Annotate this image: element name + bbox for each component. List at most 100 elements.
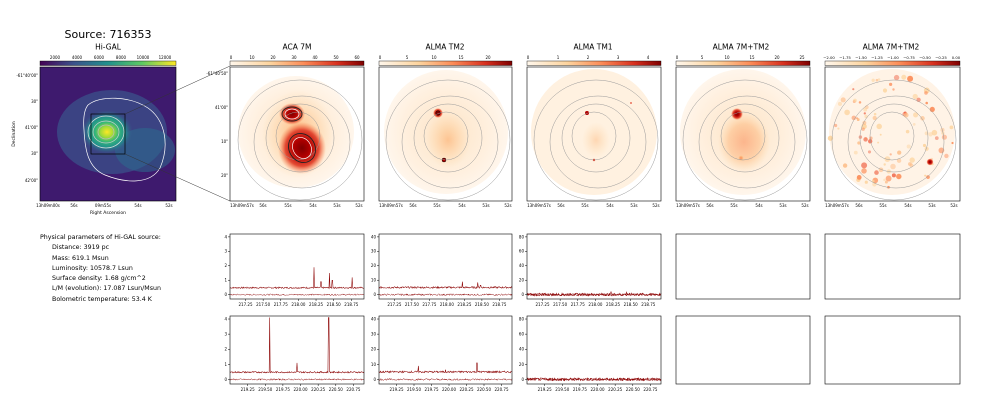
noise-blob [924, 174, 927, 177]
spectrum-xtick-label: 217.50 [256, 302, 270, 307]
higal-ytick: 41'00" [25, 125, 38, 130]
spectrum-frame [378, 315, 513, 385]
7mtm2neg-xtick: 55s [879, 203, 886, 208]
7mtm2-xtick: 56s [706, 203, 713, 208]
spectrum-xtick-label: 219.25 [538, 387, 552, 392]
source-title: Source: 716353 [65, 28, 152, 41]
spectrum-xtick-label: 220.50 [477, 387, 491, 392]
noise-blob [874, 170, 879, 175]
empty-axes-row1-7mtm2 [675, 233, 811, 300]
higal-colorbar [39, 60, 177, 66]
7mtm2neg-frame [824, 66, 961, 202]
spectrum-ytick-label: 20 [371, 347, 377, 352]
spectrum-ytick-label: 80 [519, 234, 525, 239]
noise-blob [922, 143, 927, 148]
noise-blob [908, 162, 912, 166]
noise-blob [877, 78, 881, 81]
tm2-cbar-tick: 15 [458, 55, 464, 60]
noise-blob [949, 125, 954, 130]
noise-blob [905, 129, 910, 134]
tm1-panel: ALMA TM1 0 1 2 3 4 13h09m57s 56s 55s 54s… [526, 43, 662, 208]
spectrum-ytick-label: 4 [224, 234, 227, 239]
noise-blob [878, 167, 884, 173]
7mtm2neg-cbar-tick: −1.00 [887, 55, 899, 60]
7mtm2neg-cbar-tick: −0.25 [935, 55, 947, 60]
spectrum-xtick-label: 217.25 [536, 302, 550, 307]
7mtm2-xtick: 13h09m57s [676, 203, 700, 208]
7mtm2-panel: ALMA 7M+TM2 0 5 10 15 20 25 13h09m57s 56… [675, 43, 811, 208]
aca7m-xtick: 52s [355, 203, 362, 208]
noise-blob [844, 109, 850, 116]
spectrum-xtick-label: 218.75 [492, 302, 506, 307]
aca7m-frame [229, 66, 365, 202]
spectrum-trace [229, 317, 365, 374]
higal-cbar-tick: 10000 [137, 55, 150, 60]
tm1-emission-diffuse [582, 122, 610, 158]
7mtm2neg-cbar-tick: −1.50 [855, 55, 867, 60]
physical-parameters-header: Physical parameters of Hi-GAL source: [40, 234, 161, 241]
spectrum-ytick-label: 40 [371, 316, 377, 321]
higal-xtick: 54s [134, 203, 141, 208]
higal-xtick: 13h09m00s [36, 203, 60, 208]
noise-blob [857, 141, 861, 145]
spectrum-ytick-label: 1 [224, 278, 227, 283]
spectrum-xtick-label: 218.75 [641, 302, 655, 307]
noise-blob [856, 118, 860, 122]
spectrum-trace [378, 293, 513, 297]
spectrum-ytick-label: 0 [224, 292, 227, 297]
tm2-cbar-tick: 10 [431, 55, 437, 60]
spectrum-ytick-label: 40 [519, 263, 525, 268]
spectrum-xtick-label: 220.00 [442, 387, 456, 392]
noise-blob [869, 136, 873, 140]
higal-cbar-tick: 2000 [50, 55, 61, 60]
tm2-xtick: 53s [482, 203, 489, 208]
spectrum-ytick-label: 3 [224, 332, 227, 337]
noise-blob [837, 127, 840, 130]
spectrum-row1-aca7m: 0 1 2 3 4 217.25 217.50 217.75 218.00 218.25 218.5… [224, 233, 365, 307]
higal-emission-core [81, 110, 133, 154]
spectrum-xtick-label: 217.50 [553, 302, 567, 307]
spectrum-row1-tm2: 0 10 20 30 40 217.25 217.50 217.75 218.00 218.25 2… [371, 233, 513, 307]
7mtm2-emission-diffuse [718, 112, 770, 172]
higal-colorbar-ticks: 2000 4000 6000 8000 10000 12000 [50, 55, 172, 60]
spectrum-trace [229, 378, 365, 381]
spectrum-xtick-label: 219.75 [425, 387, 439, 392]
spectrum-xtick-label: 217.50 [405, 302, 419, 307]
spectrum-row2-aca7m: 0 1 2 3 4 219.25 219.50 219.75 220.00 220.25 220.5… [224, 315, 365, 392]
noise-blob [892, 88, 895, 91]
zoom-connector-top [124, 65, 231, 115]
spectrum-ytick-label: 20 [371, 263, 377, 268]
noise-blob [875, 78, 879, 82]
noise-blob [871, 179, 875, 183]
noise-blob [879, 133, 882, 136]
noise-blob [853, 150, 858, 155]
noise-blob [896, 158, 902, 163]
higal-cbar-tick: 8000 [116, 55, 127, 60]
7mtm2-cbar-tick: 15 [749, 55, 755, 60]
aca7m-xticks: 13h09m57s 56s 55s 54s 53s 52s [230, 203, 362, 208]
tm1-cbar-tick: 1 [557, 55, 560, 60]
aca7m-cbar-tick: 20 [270, 55, 276, 60]
aca7m-xtick: 13h09m57s [230, 203, 254, 208]
noise-blob [861, 168, 867, 174]
spectrum-ytick-label: 60 [519, 249, 525, 254]
noise-blob [888, 82, 893, 87]
noise-blob [864, 114, 868, 119]
spectrum-xtick-label: 219.25 [390, 387, 404, 392]
noise-blob [865, 137, 868, 140]
noise-blob [909, 157, 915, 163]
aca7m-cbar-tick: 40 [312, 55, 318, 60]
noise-blob [827, 135, 834, 141]
noise-blob [893, 74, 900, 81]
noise-blob [837, 101, 843, 106]
noise-blob [842, 163, 848, 168]
aca7m-cbar-tick: 60 [354, 55, 360, 60]
7mtm2-xtick: 55s [730, 203, 737, 208]
tm2-cbar-tick: 5 [406, 55, 409, 60]
aca7m-ytick: -61°40'50" [206, 71, 228, 76]
tm2-xtick: 56s [409, 203, 416, 208]
noise-blob [862, 120, 867, 125]
spectrum-trace [229, 293, 365, 296]
